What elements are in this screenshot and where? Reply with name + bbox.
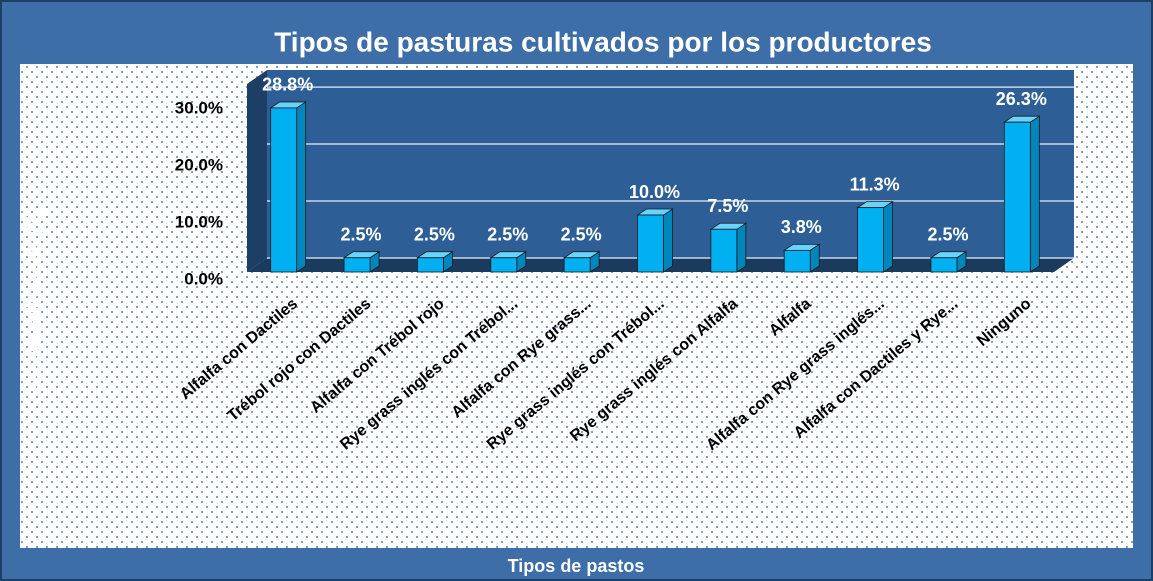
bar	[1003, 121, 1031, 273]
side-wall	[247, 70, 267, 272]
data-label: 2.5%	[487, 225, 528, 245]
data-label: 2.5%	[927, 225, 968, 245]
y-tick-label: 30.0%	[175, 99, 223, 118]
data-label: 26.3%	[996, 89, 1047, 109]
data-label: 10.0%	[629, 182, 680, 202]
y-axis-title: pastos cultivados (%)	[23, 207, 43, 392]
data-label: 28.8%	[262, 75, 313, 95]
bar	[637, 214, 664, 273]
bar-side	[1029, 115, 1040, 273]
data-label: 3.8%	[781, 217, 822, 237]
bar	[417, 257, 444, 273]
x-axis-title: Tipos de pastos	[508, 556, 645, 576]
data-label: 2.5%	[561, 225, 602, 245]
bar	[783, 249, 811, 273]
data-label: 2.5%	[341, 225, 382, 245]
y-tick-label: 10.0%	[175, 213, 223, 232]
y-tick-label: 20.0%	[175, 156, 223, 175]
bar	[857, 207, 884, 273]
bar	[930, 257, 958, 273]
bar-side	[663, 208, 673, 273]
bar	[343, 257, 371, 273]
bar-side	[736, 222, 747, 273]
bar-side	[883, 200, 893, 273]
chart-title: Tipos de pasturas cultivados por los pro…	[274, 26, 932, 57]
data-label: 11.3%	[850, 174, 900, 194]
bar	[490, 257, 518, 273]
bar-side	[296, 101, 307, 273]
y-tick-label: 0.0%	[184, 269, 223, 288]
data-label: 7.5%	[707, 196, 748, 216]
bar	[710, 228, 738, 273]
bar	[270, 107, 298, 273]
data-label: 2.5%	[414, 225, 455, 245]
bar	[563, 257, 591, 273]
